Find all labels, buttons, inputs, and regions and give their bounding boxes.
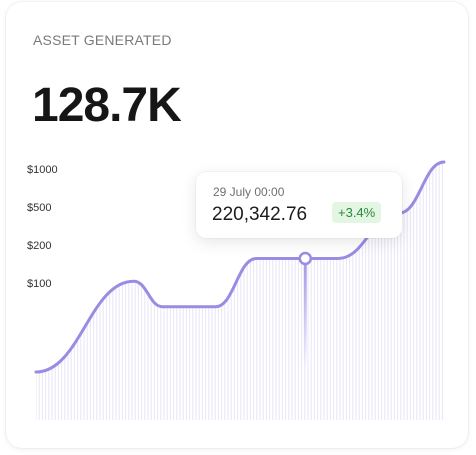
- tooltip-value: 220,342.76: [212, 204, 307, 226]
- chart-tooltip: 29 July 00:00 220,342.76 +3.4%: [196, 172, 402, 238]
- tooltip-date: 29 July 00:00: [213, 185, 284, 199]
- highlight-point: [300, 253, 311, 264]
- highlight-marker-line: [304, 258, 307, 368]
- change-badge: +3.4%: [332, 202, 381, 223]
